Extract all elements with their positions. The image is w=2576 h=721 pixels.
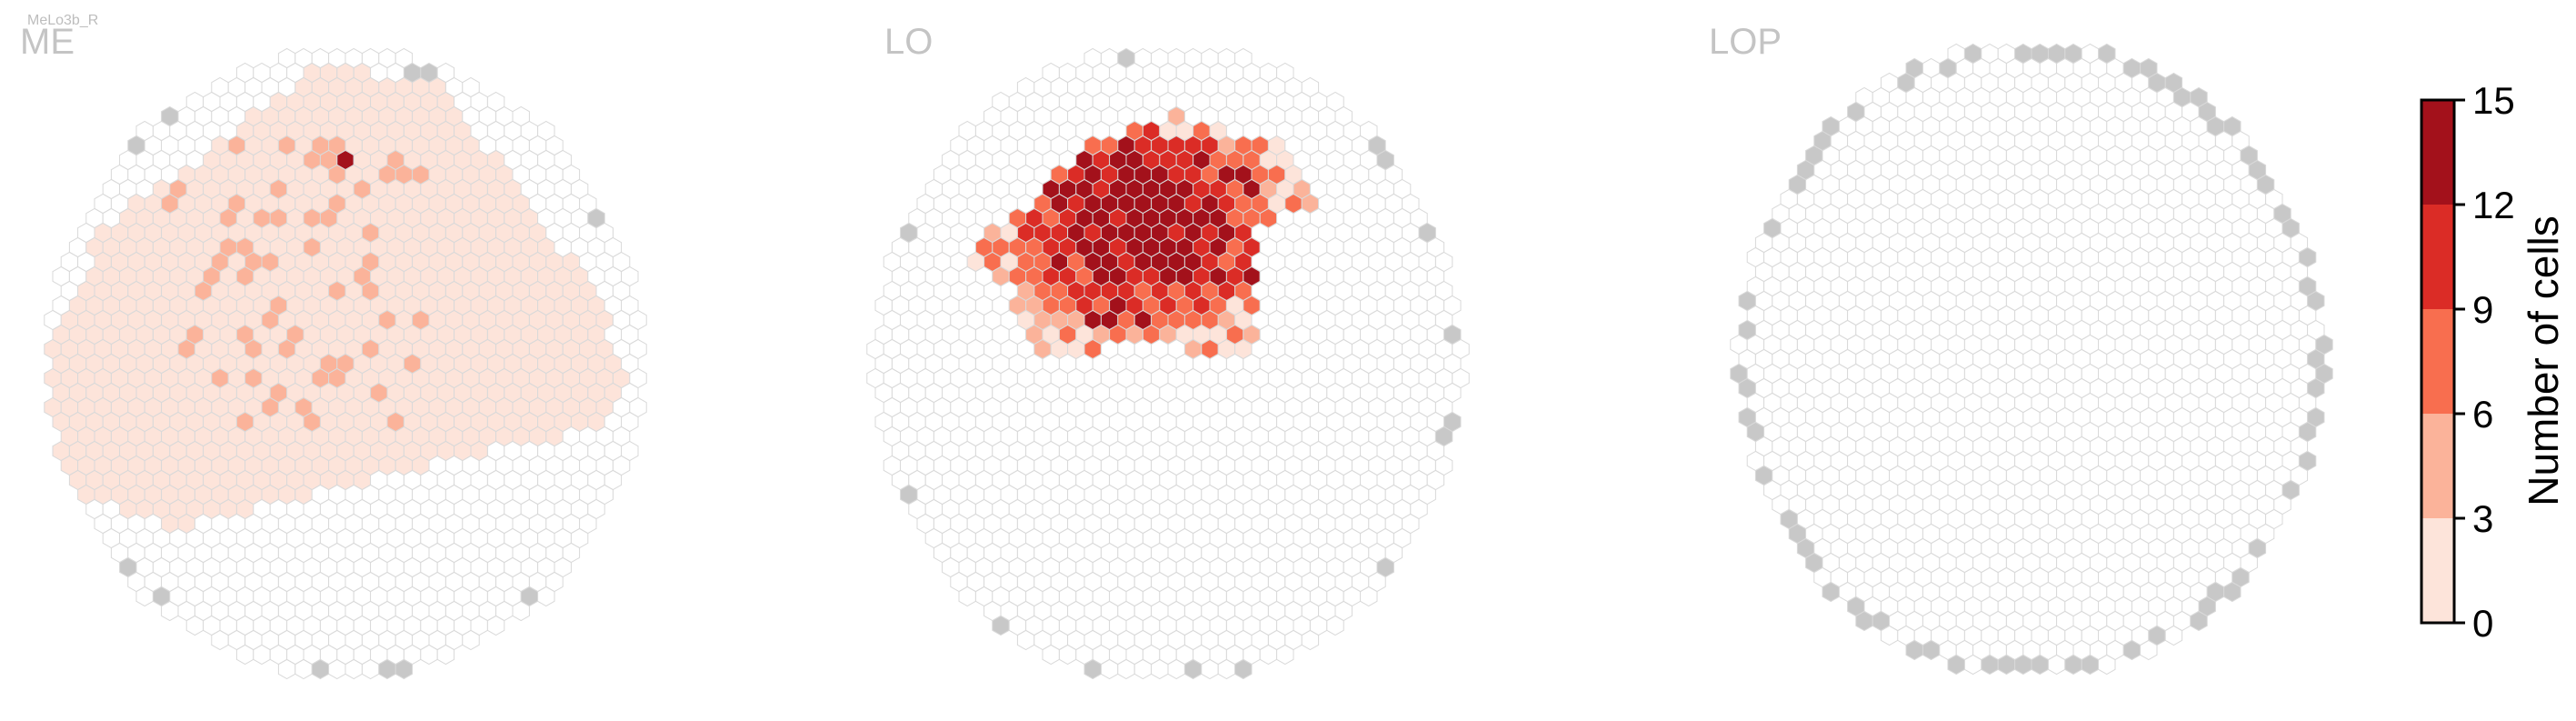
hex-cell-edge xyxy=(378,658,396,680)
hex-cell-edge xyxy=(1922,639,1941,661)
hex-cell-edge xyxy=(2122,639,2142,661)
hex-cell xyxy=(361,658,380,680)
hex-cell xyxy=(2047,654,2066,676)
hex-cell xyxy=(537,586,555,607)
hex-cell xyxy=(1042,644,1060,666)
hex-cell xyxy=(185,615,205,636)
hex-cell-edge xyxy=(2081,654,2100,676)
hex-cell xyxy=(295,658,313,680)
hex-cell xyxy=(328,658,346,680)
hex-cell-edge xyxy=(311,658,330,680)
colorbar-bin-3 xyxy=(2421,205,2454,309)
hex-cell xyxy=(1100,658,1119,680)
hex-map-lo xyxy=(866,47,1470,680)
colorbar-tick-label: 0 xyxy=(2472,602,2493,645)
colorbar-tick-label: 9 xyxy=(2472,288,2493,331)
hex-cell xyxy=(1117,658,1135,680)
colorbar-bin-1 xyxy=(2421,414,2454,518)
hex-cell xyxy=(2164,625,2183,646)
colorbar-tick-label: 15 xyxy=(2472,79,2515,122)
hex-cell xyxy=(211,629,229,651)
hex-cell xyxy=(1058,644,1077,666)
hex-cell-edge xyxy=(1855,610,1873,632)
hex-cell-edge xyxy=(1183,658,1203,680)
hex-cell-edge xyxy=(1905,639,1923,661)
hex-cell xyxy=(1259,644,1278,666)
hex-cell xyxy=(512,600,530,622)
colorbar-label: Number of cells xyxy=(2520,215,2567,506)
colorbar-bin-2 xyxy=(2421,309,2454,414)
figure-suptitle: MeLo3b_R xyxy=(27,13,99,28)
hex-cell-edge xyxy=(2064,654,2082,676)
hex-cell-edge xyxy=(1083,658,1102,680)
hex-cell-edge xyxy=(1947,654,1965,676)
hex-cell xyxy=(2140,639,2158,661)
hex-cell xyxy=(1201,658,1219,680)
hex-cell-edge xyxy=(2014,654,2032,676)
colorbar-tick-label: 12 xyxy=(2472,184,2515,226)
hex-cell xyxy=(958,586,976,607)
hex-cell xyxy=(1217,658,1236,680)
hex-cell-edge xyxy=(1822,581,1840,603)
hex-cell xyxy=(1301,629,1320,651)
hex-cell xyxy=(253,644,271,666)
hex-cell-edge xyxy=(394,658,414,680)
panel-title-lo: LO xyxy=(884,22,934,62)
hex-cell xyxy=(1880,625,1899,646)
hex-cell xyxy=(462,629,480,651)
colorbar-bin-0 xyxy=(2421,518,2454,623)
hex-cell xyxy=(1276,644,1294,666)
hex-cell xyxy=(1133,658,1153,680)
hex-cell-edge xyxy=(2223,581,2242,603)
colorbar: 0 3 6 9 12 15 Number of cells xyxy=(2420,79,2567,645)
hex-cell-edge xyxy=(992,615,1010,636)
hex-map-lop xyxy=(1730,43,2333,676)
colorbar-bin-4 xyxy=(2421,100,2454,205)
hex-cell xyxy=(420,644,438,666)
hex-cell xyxy=(486,615,505,636)
hex-cell xyxy=(1167,658,1185,680)
hex-cell xyxy=(161,600,179,622)
panel-title-lop: LOP xyxy=(1709,22,1782,62)
hex-cell-edge xyxy=(1997,654,2016,676)
hex-cell xyxy=(135,586,154,607)
hex-map-me xyxy=(44,47,647,680)
hex-cell xyxy=(1963,654,1982,676)
hex-cell xyxy=(1326,615,1344,636)
hex-cell-edge xyxy=(1234,658,1253,680)
hex-cell xyxy=(436,644,455,666)
hex-cell-edge xyxy=(2190,610,2208,632)
hex-cell-edge xyxy=(1981,654,1999,676)
hex-cell xyxy=(2098,654,2116,676)
hex-cell xyxy=(235,644,255,666)
hex-cell xyxy=(1151,658,1169,680)
colorbar-tick-label: 3 xyxy=(2472,497,2493,540)
hex-cell-edge xyxy=(2031,654,2049,676)
hex-cell xyxy=(1360,586,1378,607)
panel-title-me: ME xyxy=(20,22,75,62)
hex-cell xyxy=(344,658,363,680)
hex-cell xyxy=(277,658,296,680)
hex-cell xyxy=(1016,629,1035,651)
colorbar-tick-label: 6 xyxy=(2472,393,2493,436)
